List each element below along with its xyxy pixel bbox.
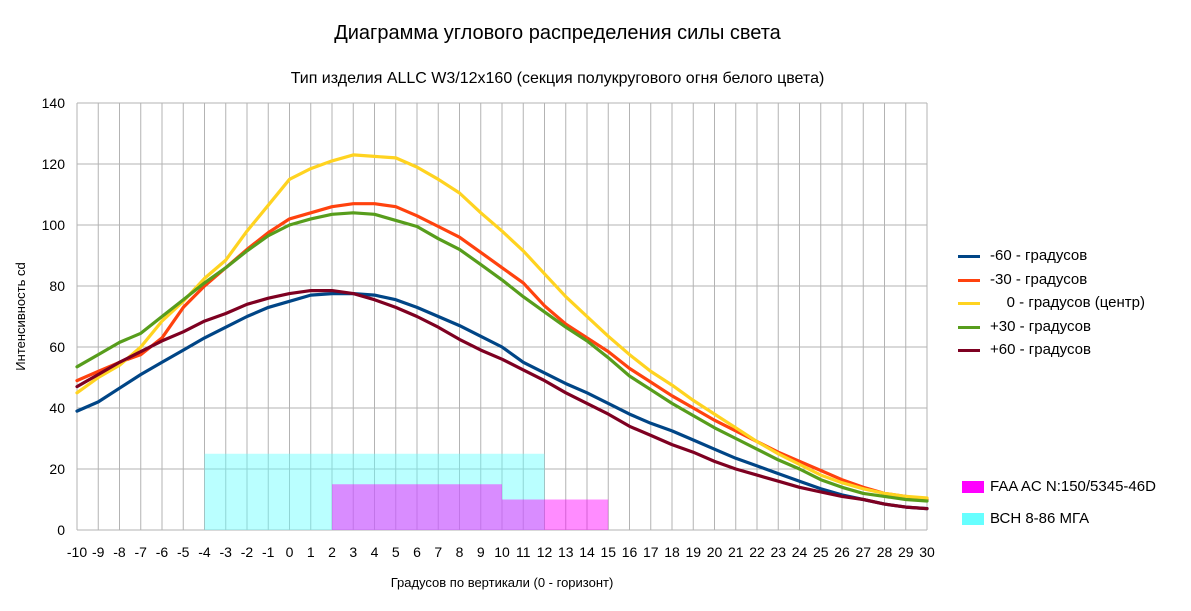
legend-label: -30 - градусов (990, 270, 1088, 288)
x-tick-label: 29 (898, 544, 914, 560)
series-line-5 (75, 289, 929, 511)
legend-swatch (962, 513, 984, 525)
x-tick-label: 2 (328, 544, 336, 560)
x-tick-label: 30 (919, 544, 935, 560)
x-tick-label: 27 (855, 544, 871, 560)
legend-label: ВСН 8-86 МГА (990, 510, 1090, 527)
x-tick-label: 11 (516, 544, 531, 560)
region-block-1 (204, 453, 545, 530)
x-tick-label: 14 (579, 544, 595, 560)
x-tick-label: -6 (156, 544, 169, 560)
y-tick-label: 140 (42, 95, 66, 111)
legend-item-series-4: +30 - градусов (958, 317, 1191, 337)
x-tick-label: -10 (67, 544, 87, 560)
legend-swatch (958, 255, 980, 258)
legend-swatch (958, 278, 980, 282)
legend-item-series-3: 0 - градусов (центр) (958, 293, 1191, 313)
x-tick-label: 17 (643, 544, 659, 560)
legend-item-vsn: ВСН 8-86 МГА (958, 509, 1191, 529)
y-axis-label: Интенсивность cd (13, 262, 28, 370)
chart-title: Диаграмма углового распределения силы св… (334, 22, 781, 44)
x-tick-label: 10 (494, 544, 510, 560)
x-tick-label: -5 (177, 544, 190, 560)
x-tick-label: 3 (349, 544, 357, 560)
legend-swatch (958, 302, 980, 305)
legend-label: +30 - градусов (990, 317, 1091, 335)
legend-swatch (962, 481, 984, 493)
x-tick-label: 19 (685, 544, 701, 560)
y-tick-label: 60 (49, 339, 65, 355)
x-tick-label: -8 (113, 544, 126, 560)
x-tick-label: -3 (220, 544, 233, 560)
x-tick-label: 22 (749, 544, 765, 560)
x-tick-label: 8 (456, 544, 464, 560)
x-tick-label: 25 (813, 544, 829, 560)
y-tick-label: 80 (49, 278, 65, 294)
x-tick-label: 0 (286, 544, 294, 560)
legend-item-series-2: -30 - градусов (958, 270, 1191, 290)
x-tick-label: 12 (537, 544, 553, 560)
x-tick-label: 5 (392, 544, 400, 560)
x-tick-label: 7 (434, 544, 442, 560)
x-tick-label: 20 (707, 544, 723, 560)
x-tick-label: 6 (413, 544, 421, 560)
y-tick-label: 120 (42, 156, 66, 172)
legend-label: FAA AC N:150/5345-46D (990, 478, 1156, 495)
x-tick-label: 21 (728, 544, 744, 560)
x-tick-label: -4 (198, 544, 211, 560)
x-tick-label: -7 (135, 544, 148, 560)
x-tick-label: 26 (834, 544, 850, 560)
x-tick-label: -1 (262, 544, 275, 560)
x-tick-label: 23 (770, 544, 786, 560)
region-block-2 (332, 484, 502, 530)
legend-label: -60 - градусов (990, 247, 1088, 264)
y-tick-label: 40 (49, 400, 65, 416)
x-tick-label: 24 (792, 544, 808, 560)
x-tick-label: 15 (600, 544, 616, 560)
series-line-1 (75, 292, 929, 511)
legend-label: 0 - градусов (центр) (990, 294, 1145, 311)
y-tick-label: 0 (57, 522, 65, 538)
legend-item-series-1: -60 - градусов (958, 246, 1191, 266)
y-tick-label: 20 (49, 461, 65, 477)
x-axis-label: Градусов по вертикали (0 - горизонт) (391, 575, 614, 590)
x-tick-label: -9 (92, 544, 105, 560)
x-tick-label: 18 (664, 544, 680, 560)
x-tick-label: 13 (558, 544, 574, 560)
region-block-2 (502, 499, 609, 530)
legend-swatch (958, 325, 980, 329)
series-line-3 (75, 153, 929, 500)
legend-item-series-5: +60 - градусов (958, 340, 1191, 360)
legend-item-faa: FAA AC N:150/5345-46D (958, 477, 1191, 497)
x-tick-label: 9 (477, 544, 485, 560)
x-tick-label: 28 (877, 544, 893, 560)
chart-subtitle: Тип изделия ALLC W3/12x160 (секция полук… (290, 70, 825, 87)
y-tick-label: 100 (42, 217, 66, 233)
series-line-4 (75, 211, 929, 503)
x-tick-label: 1 (307, 544, 315, 560)
legend-swatch (958, 349, 980, 352)
x-tick-label: -2 (241, 544, 254, 560)
x-tick-label: 16 (622, 544, 638, 560)
x-tick-label: 4 (371, 544, 379, 560)
legend-label: +60 - градусов (990, 341, 1091, 358)
